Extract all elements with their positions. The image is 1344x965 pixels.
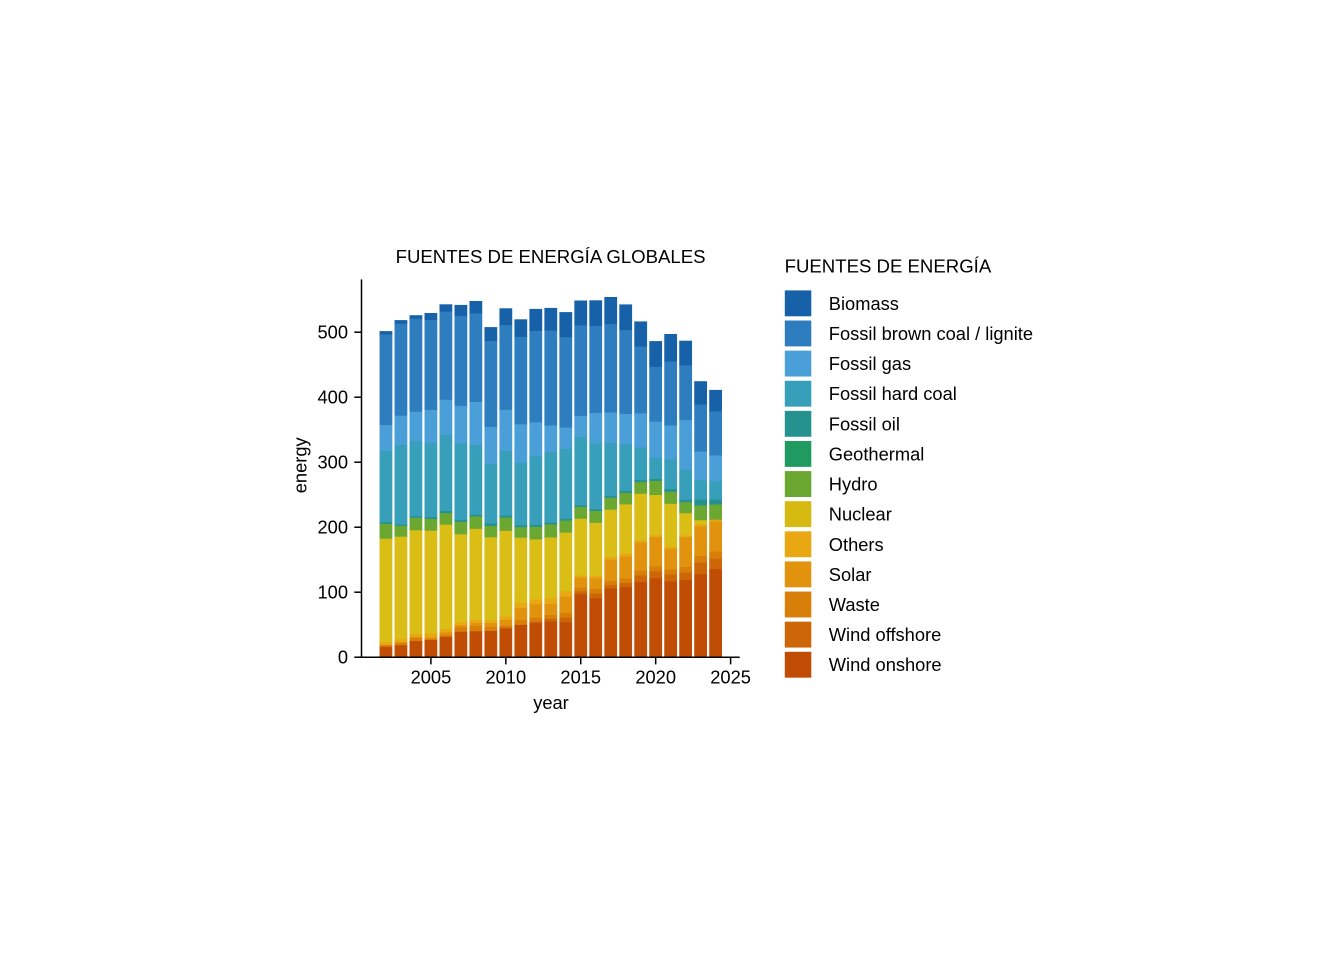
svg-text:Fossil hard coal: Fossil hard coal xyxy=(829,383,957,404)
svg-text:year: year xyxy=(533,692,569,713)
svg-text:Hydro: Hydro xyxy=(829,474,878,495)
svg-text:Wind onshore: Wind onshore xyxy=(829,654,942,675)
svg-text:Others: Others xyxy=(829,534,884,555)
svg-text:Fossil gas: Fossil gas xyxy=(829,353,911,374)
svg-text:2005: 2005 xyxy=(411,667,452,688)
svg-text:300: 300 xyxy=(317,452,348,473)
svg-text:0: 0 xyxy=(338,647,348,668)
svg-text:200: 200 xyxy=(317,517,348,538)
svg-text:400: 400 xyxy=(317,387,348,408)
svg-text:Fossil oil: Fossil oil xyxy=(829,413,900,434)
svg-text:Wind offshore: Wind offshore xyxy=(829,624,941,645)
svg-text:FUENTES DE ENERGÍA: FUENTES DE ENERGÍA xyxy=(785,256,992,277)
svg-text:2020: 2020 xyxy=(635,667,676,688)
svg-text:Fossil brown coal / lignite: Fossil brown coal / lignite xyxy=(829,323,1033,344)
svg-text:Biomass: Biomass xyxy=(829,293,899,314)
svg-text:Nuclear: Nuclear xyxy=(829,504,892,525)
svg-text:Geothermal: Geothermal xyxy=(829,443,925,464)
svg-text:Solar: Solar xyxy=(829,564,872,585)
svg-text:Waste: Waste xyxy=(829,594,880,615)
svg-text:500: 500 xyxy=(317,322,348,343)
svg-text:FUENTES DE ENERGÍA GLOBALES: FUENTES DE ENERGÍA GLOBALES xyxy=(396,246,706,267)
svg-text:energy: energy xyxy=(290,436,311,493)
svg-text:2015: 2015 xyxy=(560,667,601,688)
svg-text:2025: 2025 xyxy=(710,667,751,688)
svg-text:2010: 2010 xyxy=(485,667,526,688)
svg-text:100: 100 xyxy=(317,582,348,603)
